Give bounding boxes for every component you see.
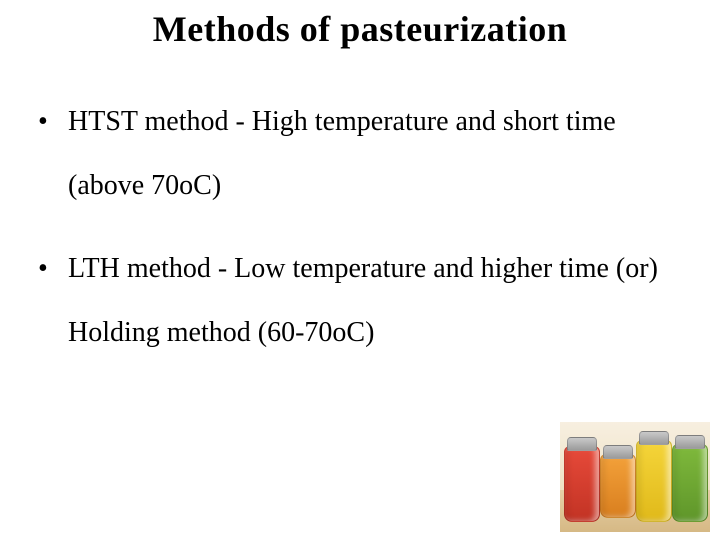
jar-icon: [672, 444, 708, 522]
slide: Methods of pasteurization HTST method - …: [0, 0, 720, 540]
jar-icon: [636, 440, 672, 522]
bullet-item: LTH method - Low temperature and higher …: [30, 237, 690, 366]
slide-content: HTST method - High temperature and short…: [0, 50, 720, 366]
jar-icon: [564, 446, 600, 522]
slide-title: Methods of pasteurization: [0, 0, 720, 50]
bullet-item: HTST method - High temperature and short…: [30, 90, 690, 219]
bullet-list: HTST method - High temperature and short…: [30, 90, 690, 366]
jars-image: [560, 422, 710, 532]
jar-icon: [600, 454, 636, 518]
